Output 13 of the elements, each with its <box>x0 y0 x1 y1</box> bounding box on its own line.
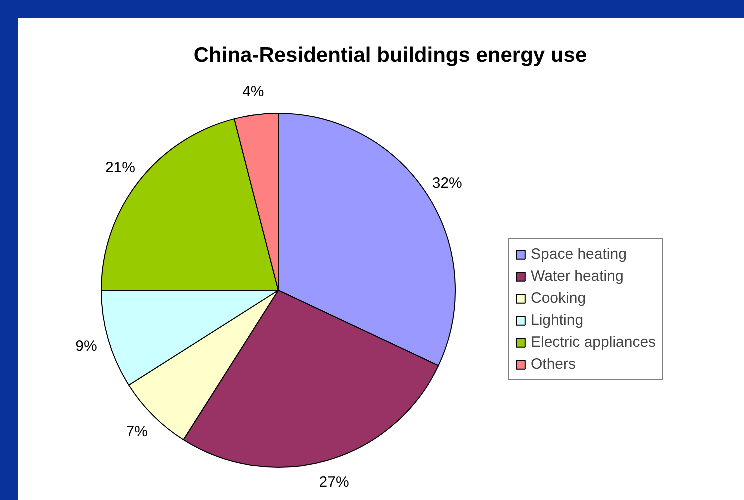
data-label: 7% <box>126 423 148 440</box>
data-label: 32% <box>432 174 462 192</box>
legend-label: Water heating <box>531 267 624 285</box>
legend-label: Space heating <box>531 245 627 263</box>
legend-label: Electric appliances <box>531 333 656 351</box>
data-label: 9% <box>76 338 98 355</box>
legend-label: Lighting <box>531 311 584 329</box>
chart-title: China-Residential buildings energy use <box>194 44 588 67</box>
data-label: 27% <box>319 474 350 492</box>
data-label: 21% <box>105 159 136 176</box>
data-label: 4% <box>242 84 264 101</box>
legend-label: Others <box>531 355 576 373</box>
legend-label: Cooking <box>531 289 586 307</box>
